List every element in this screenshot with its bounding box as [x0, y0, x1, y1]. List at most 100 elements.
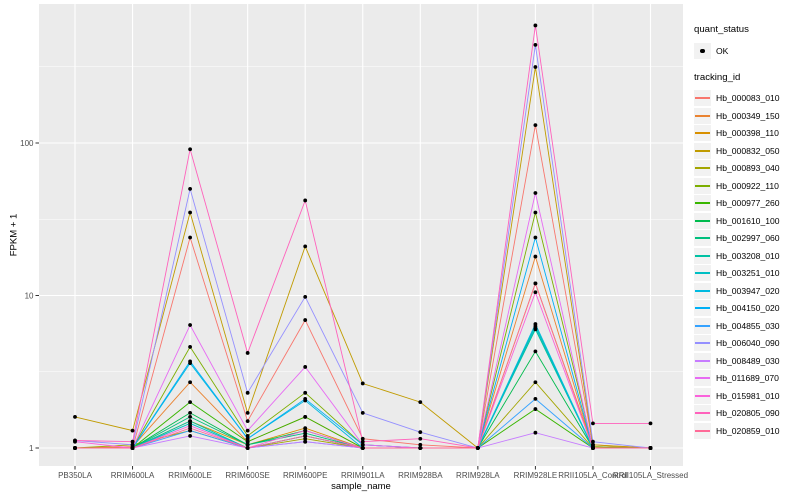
legend-item-Hb_003208_010: Hb_003208_010 [694, 247, 798, 265]
legend-item-Hb_000922_110: Hb_000922_110 [694, 177, 798, 195]
data-point [418, 446, 423, 450]
series-color-line [695, 184, 710, 187]
data-point [188, 359, 193, 364]
data-point [591, 421, 595, 426]
data-point [303, 318, 308, 322]
data-point [360, 446, 365, 450]
data-point [245, 410, 250, 415]
line-swatch-icon [694, 160, 711, 177]
legend-item-Hb_000083_010: Hb_000083_010 [694, 90, 798, 108]
data-point [188, 380, 193, 385]
data-point [591, 446, 595, 450]
legend-item-label: Hb_000922_110 [716, 180, 779, 191]
x-tick-label: RRIM928LE [514, 471, 558, 480]
x-tick-label: RRIM600LA [111, 471, 155, 480]
data-point [648, 421, 653, 426]
line-swatch-icon [694, 142, 711, 159]
line-swatch-icon [694, 387, 711, 404]
legend-item-Hb_006040_090: Hb_006040_090 [694, 335, 798, 353]
data-point [245, 351, 250, 355]
series-color-line [695, 237, 710, 240]
data-point [303, 365, 308, 369]
series-color-line [695, 167, 710, 170]
legend-item-label: Hb_020859_010 [716, 425, 780, 436]
line-swatch-icon [694, 125, 711, 142]
series-color-line [695, 149, 710, 152]
data-point [73, 414, 77, 419]
legend-item-Hb_002997_060: Hb_002997_060 [694, 230, 798, 248]
line-swatch-icon [694, 352, 711, 369]
series-color-line [695, 97, 710, 100]
legend-item-Hb_004150_020: Hb_004150_020 [694, 300, 798, 318]
legend-tracking-id-entries: Hb_000083_010 Hb_000349_150 Hb_000398_110 H… [694, 90, 798, 440]
data-point [188, 210, 193, 215]
ok-point-key [694, 42, 711, 59]
line-swatch-icon [694, 247, 711, 264]
data-point [475, 446, 480, 450]
line-swatch-icon [694, 107, 711, 124]
data-point [591, 439, 595, 444]
data-point [360, 381, 365, 386]
legend-item-Hb_000893_040: Hb_000893_040 [694, 160, 798, 178]
legend-quant-status: quant_status OK [694, 24, 798, 60]
point-marker-icon [700, 48, 705, 53]
data-point [303, 428, 308, 433]
legend-item-label: Hb_006040_090 [716, 338, 780, 349]
legend-item-label: Hb_003947_020 [716, 285, 780, 296]
series-color-line [695, 114, 710, 117]
data-point [188, 434, 193, 438]
legend-item-label: Hb_001610_100 [716, 215, 780, 226]
data-point [533, 396, 538, 401]
data-point [188, 187, 193, 191]
legend-item-label: Hb_008489_030 [716, 355, 780, 366]
data-point [130, 439, 135, 444]
data-point [533, 65, 538, 69]
legend-item-ok-label: OK [716, 45, 729, 56]
data-point [303, 390, 308, 395]
data-point [360, 442, 365, 447]
legend-item-Hb_003947_020: Hb_003947_020 [694, 282, 798, 300]
legend-item-label: Hb_000893_040 [716, 163, 780, 174]
data-point [533, 191, 538, 195]
data-point [73, 446, 77, 450]
data-point [245, 436, 250, 441]
data-point [188, 400, 193, 404]
series-color-line [695, 132, 710, 135]
legend-item-label: Hb_004855_030 [716, 320, 780, 331]
data-point [245, 428, 250, 433]
data-point [188, 235, 193, 240]
data-point [533, 23, 538, 28]
y-tick-label: 1 [29, 444, 34, 453]
y-tick-label: 100 [20, 139, 34, 148]
data-point [533, 42, 538, 47]
line-swatch-icon [694, 212, 711, 229]
data-point [245, 442, 250, 447]
legend-item-Hb_020805_090: Hb_020805_090 [694, 405, 798, 423]
panel-background [39, 4, 683, 466]
legend-item-label: Hb_011689_070 [716, 373, 779, 384]
legend-item-label: Hb_020805_090 [716, 408, 780, 419]
data-point [360, 439, 365, 444]
series-color-line [695, 359, 710, 362]
x-tick-label: RRIM928LA [456, 471, 500, 480]
data-point [245, 419, 250, 424]
series-color-line [695, 219, 710, 222]
x-tick-label: RRII105LA_Stressed [613, 471, 688, 480]
legend-item-label: Hb_002997_060 [716, 233, 780, 244]
line-swatch-icon [694, 90, 711, 107]
data-point [188, 414, 193, 419]
data-point [303, 198, 308, 203]
data-point [533, 123, 538, 128]
data-point [533, 290, 538, 295]
legend-item-ok: OK [694, 42, 798, 60]
series-color-line [695, 272, 710, 275]
data-point [245, 446, 250, 450]
data-point [360, 410, 365, 415]
legend-item-label: Hb_000083_010 [716, 93, 780, 104]
data-point [303, 294, 308, 299]
line-swatch-icon [694, 370, 711, 387]
legend-item-Hb_020859_010: Hb_020859_010 [694, 422, 798, 440]
data-point [245, 390, 250, 395]
legend-item-Hb_000349_150: Hb_000349_150 [694, 107, 798, 125]
